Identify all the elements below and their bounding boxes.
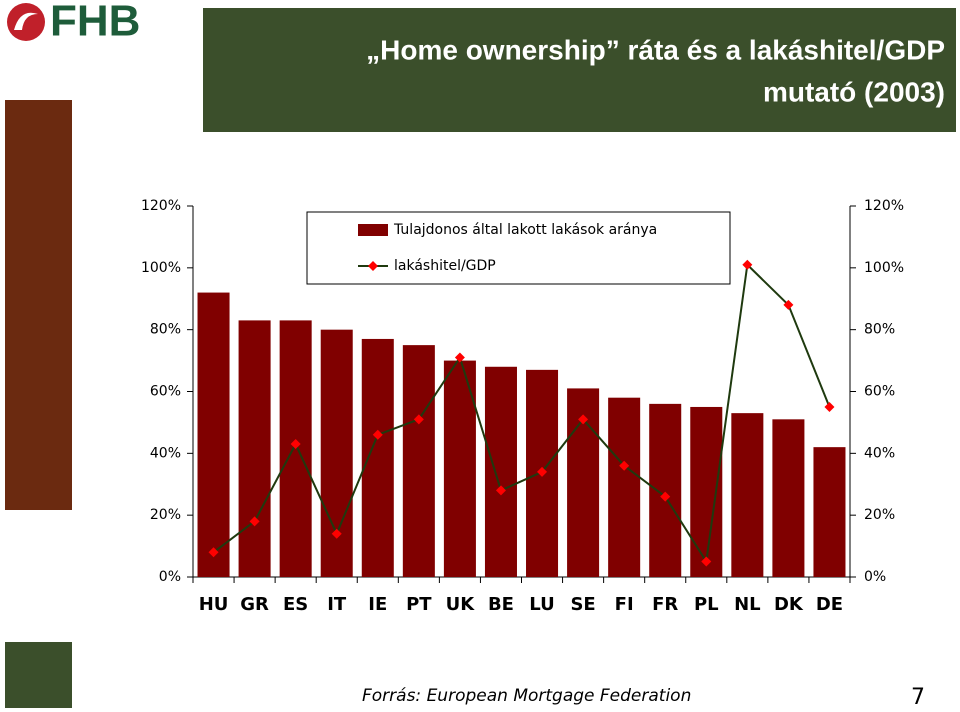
bar bbox=[484, 366, 517, 577]
y2-tick-label: 80% bbox=[864, 322, 895, 338]
marker bbox=[578, 414, 589, 425]
bar bbox=[813, 447, 846, 577]
bar bbox=[320, 329, 353, 577]
x-tick-label: BE bbox=[488, 594, 514, 615]
y2-tick-label: 120% bbox=[864, 198, 904, 214]
x-tick-label: NL bbox=[734, 594, 761, 615]
side-bar bbox=[5, 642, 72, 708]
x-tick-label: IT bbox=[327, 594, 347, 615]
bar bbox=[608, 397, 641, 577]
chart-title: „Home ownership” ráta és a lakáshitel/GD… bbox=[366, 34, 945, 65]
title-box bbox=[203, 8, 956, 132]
bar bbox=[238, 320, 271, 577]
y2-tick-label: 60% bbox=[864, 384, 895, 400]
x-tick-label: UK bbox=[446, 594, 476, 615]
x-tick-label: FI bbox=[615, 594, 634, 615]
y2-tick-label: 0% bbox=[864, 569, 886, 585]
marker bbox=[413, 414, 424, 425]
y2-tick-label: 100% bbox=[864, 260, 904, 276]
marker bbox=[619, 460, 630, 471]
marker bbox=[290, 439, 301, 450]
marker bbox=[824, 401, 835, 412]
source: Forrás: European Mortgage Federation bbox=[362, 686, 691, 706]
chart-title: mutató (2003) bbox=[763, 76, 945, 107]
page-number: 7 bbox=[911, 685, 925, 710]
y-tick-label: 40% bbox=[150, 445, 181, 461]
y2-tick-label: 20% bbox=[864, 507, 895, 523]
x-tick-label: ES bbox=[283, 594, 308, 615]
x-tick-label: IE bbox=[368, 594, 387, 615]
bar bbox=[690, 406, 723, 577]
x-tick-label: DE bbox=[816, 594, 843, 615]
x-tick-label: GR bbox=[240, 594, 269, 615]
marker bbox=[783, 299, 794, 310]
marker bbox=[701, 556, 712, 567]
x-tick-label: PL bbox=[694, 594, 719, 615]
marker bbox=[372, 429, 383, 440]
legend-label: lakáshitel/GDP bbox=[394, 258, 496, 274]
y-tick-label: 120% bbox=[141, 198, 181, 214]
marker bbox=[249, 516, 260, 527]
y-tick-label: 0% bbox=[159, 569, 181, 585]
bar bbox=[772, 419, 805, 577]
logo-text: FHB bbox=[50, 0, 140, 46]
y2-tick-label: 40% bbox=[864, 445, 895, 461]
line bbox=[212, 262, 831, 565]
logo-icon bbox=[14, 12, 38, 30]
x-tick-label: HU bbox=[199, 594, 229, 615]
marker bbox=[537, 466, 548, 477]
bar bbox=[649, 403, 682, 577]
x-tick-label: FR bbox=[652, 594, 678, 615]
marker bbox=[742, 259, 753, 270]
x-tick-label: LU bbox=[529, 594, 554, 615]
bar bbox=[443, 360, 476, 577]
x-tick-label: SE bbox=[570, 594, 595, 615]
bar bbox=[361, 338, 394, 577]
legend-swatch bbox=[368, 261, 378, 271]
marker bbox=[208, 547, 219, 558]
y-tick-label: 60% bbox=[150, 384, 181, 400]
bar bbox=[402, 345, 435, 577]
side-bar bbox=[5, 100, 72, 510]
y-tick-label: 80% bbox=[150, 322, 181, 338]
marker bbox=[660, 491, 671, 502]
y-tick-label: 20% bbox=[150, 507, 181, 523]
logo-icon bbox=[7, 3, 45, 41]
marker bbox=[495, 485, 506, 496]
x-tick-label: PT bbox=[406, 594, 432, 615]
bar bbox=[197, 292, 230, 577]
bar bbox=[731, 413, 764, 577]
legend-swatch bbox=[358, 224, 388, 236]
marker bbox=[454, 352, 465, 363]
marker bbox=[331, 528, 342, 539]
y-tick-label: 100% bbox=[141, 260, 181, 276]
legend-label: Tulajdonos által lakott lakások aránya bbox=[393, 222, 657, 238]
x-tick-label: DK bbox=[774, 594, 804, 615]
